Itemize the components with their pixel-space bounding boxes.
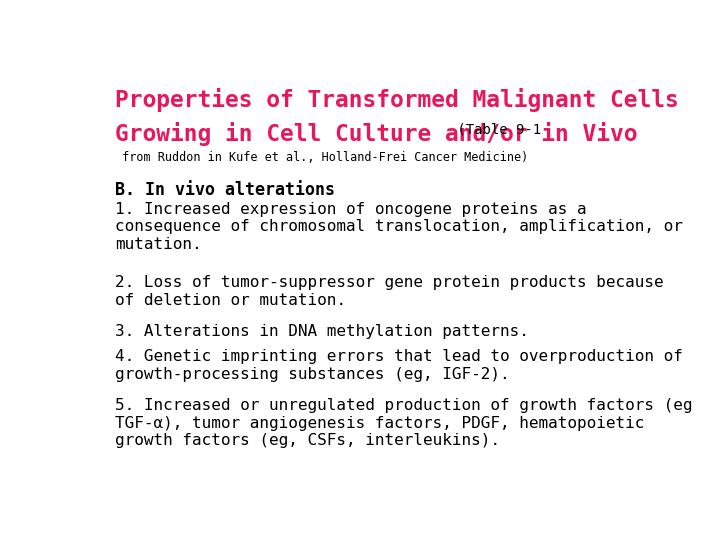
- Text: 5. Increased or unregulated production of growth factors (eg
TGF-α), tumor angio: 5. Increased or unregulated production o…: [115, 399, 693, 448]
- Text: (Table 9-1: (Table 9-1: [449, 122, 541, 136]
- Text: 1. Increased expression of oncogene proteins as a
consequence of chromosomal tra: 1. Increased expression of oncogene prot…: [115, 202, 683, 252]
- Text: Growing in Cell Culture and/or in Vivo: Growing in Cell Culture and/or in Vivo: [115, 122, 638, 146]
- Text: 3. Alterations in DNA methylation patterns.: 3. Alterations in DNA methylation patter…: [115, 324, 529, 339]
- Text: Properties of Transformed Malignant Cells: Properties of Transformed Malignant Cell…: [115, 87, 679, 112]
- Text: 2. Loss of tumor-suppressor gene protein products because
of deletion or mutatio: 2. Loss of tumor-suppressor gene protein…: [115, 275, 664, 308]
- Text: from Ruddon in Kufe et al., Holland-Frei Cancer Medicine): from Ruddon in Kufe et al., Holland-Frei…: [115, 151, 528, 164]
- Text: B. In vivo alterations: B. In vivo alterations: [115, 181, 335, 199]
- Text: 4. Genetic imprinting errors that lead to overproduction of
growth-processing su: 4. Genetic imprinting errors that lead t…: [115, 349, 683, 382]
